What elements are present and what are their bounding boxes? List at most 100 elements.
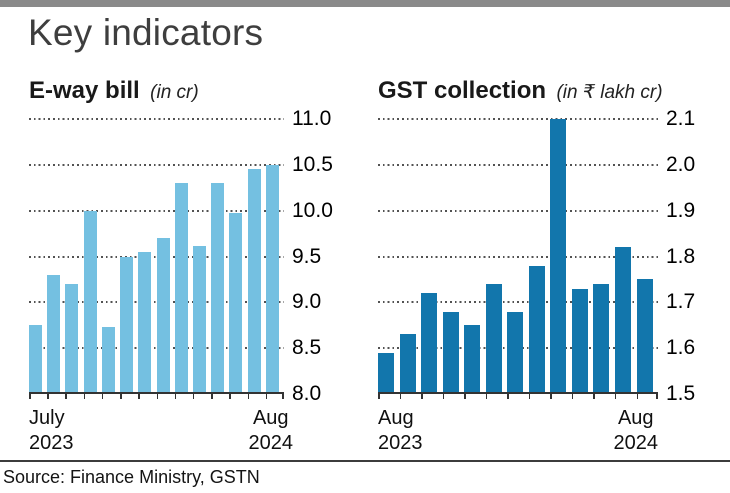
x-axis-end-label: Aug 2024 [249, 406, 294, 456]
bar [507, 311, 524, 394]
top-accent-bar [0, 0, 730, 7]
bar [211, 183, 225, 394]
axis-tick [174, 394, 177, 399]
gridline [378, 301, 658, 304]
axis-tick [229, 394, 231, 399]
bar [265, 164, 279, 394]
gridline [29, 163, 284, 166]
axis-tick [614, 394, 617, 399]
page-title: Key indicators [28, 12, 264, 53]
x-axis-line [29, 392, 284, 394]
bar [550, 119, 567, 394]
gridline [378, 209, 658, 212]
axis-tick [421, 394, 423, 399]
axis-tick [156, 394, 158, 399]
axis-tick [282, 394, 284, 399]
axis-tick [378, 394, 380, 399]
y-axis-label: 11.0 [292, 107, 332, 130]
bar [464, 325, 481, 394]
y-axis-label: 9.5 [292, 244, 322, 268]
x-axis-labels: Aug 2023 Aug 2024 [378, 406, 658, 456]
y-axis-label: 1.8 [666, 244, 696, 268]
bar [138, 251, 152, 394]
chart-title-row: E-way bill (in cr) [29, 77, 199, 105]
y-axis-label: 10.0 [292, 198, 333, 222]
axis-tick [211, 394, 213, 399]
y-axis-label: 8.5 [292, 336, 322, 360]
x-axis-start-label: July 2023 [29, 406, 74, 456]
x-label-line: 2023 [378, 432, 423, 454]
axis-tick [101, 394, 104, 399]
axis-tick [265, 394, 268, 399]
bar [399, 334, 416, 394]
axis-tick [550, 394, 552, 399]
axis-tick [442, 394, 445, 399]
chart-title-row: GST collection (in ₹ lakh cr) [378, 77, 663, 105]
axis-tick [138, 394, 140, 399]
y-axis-label: 9.0 [292, 290, 322, 314]
axis-tick [571, 394, 574, 399]
bar [47, 274, 61, 394]
axis-tick [636, 394, 638, 399]
bar [29, 325, 42, 394]
axis-tick [29, 394, 31, 399]
gridline [378, 118, 658, 120]
eway-bill-plot-area: 11.0 10.5 10.0 9.5 9.0 8.5 8.0 [29, 107, 333, 405]
bar [485, 284, 502, 394]
y-axis-label: 2.0 [666, 152, 696, 176]
axis-tick [247, 394, 250, 399]
axis-tick [47, 394, 49, 399]
bar [593, 284, 610, 394]
axis-tick [485, 394, 488, 399]
gridline [29, 209, 284, 212]
gst-collection-chart: GST collection (in ₹ lakh cr) 2.1 2.0 1.9 1… [378, 77, 708, 467]
x-label-line: Aug [252, 407, 289, 429]
y-axis-label: 2.1 [666, 107, 696, 130]
chart-title: GST collection [378, 77, 547, 104]
x-axis-start-label: Aug 2023 [378, 406, 423, 456]
bar [421, 293, 438, 394]
bar [101, 327, 115, 394]
chart-title: E-way bill [29, 77, 140, 104]
x-label-line: 2023 [29, 432, 74, 454]
x-label-line: July [29, 407, 65, 429]
y-axis-label: 1.9 [666, 198, 696, 222]
axis-tick [192, 394, 195, 399]
y-axis-label: 10.5 [292, 152, 333, 176]
axis-tick [528, 394, 531, 399]
axis-tick [399, 394, 401, 399]
x-axis-labels: July 2023 Aug 2024 [29, 406, 293, 456]
y-axis-label: 1.5 [666, 382, 696, 405]
source-line: Source: Finance Ministry, GSTN [3, 467, 260, 487]
bar [528, 265, 545, 394]
bar [378, 352, 394, 394]
bar [636, 279, 653, 394]
gridline [378, 163, 658, 166]
axis-tick [120, 394, 122, 399]
chart-unit-label: (in cr) [150, 82, 199, 103]
x-label-line: 2024 [248, 432, 294, 454]
bar [229, 212, 243, 394]
bar [120, 256, 134, 394]
gridline [378, 255, 658, 258]
gst-collection-plot-area: 2.1 2.0 1.9 1.8 1.7 1.6 1.5 [378, 107, 695, 405]
bar [192, 245, 206, 394]
x-label-line: Aug [617, 407, 654, 429]
gridline [29, 118, 284, 120]
y-axis-label: 1.7 [666, 290, 696, 314]
eway-bill-chart: E-way bill (in cr) 11.0 10.5 10.0 9.5 9.0 8.5… [29, 77, 369, 467]
bar [247, 169, 261, 394]
x-label-line: Aug [378, 407, 414, 429]
bar [571, 288, 588, 394]
axis-tick [593, 394, 595, 399]
axis-tick [464, 394, 466, 399]
y-axis-label: 1.6 [666, 336, 696, 360]
x-label-line: 2024 [613, 432, 659, 454]
x-axis-line [378, 392, 658, 394]
axis-tick [65, 394, 67, 399]
bar [83, 210, 97, 394]
bar [65, 284, 79, 394]
footer-divider [0, 460, 730, 462]
axis-tick [507, 394, 509, 399]
axis-tick [656, 394, 658, 399]
